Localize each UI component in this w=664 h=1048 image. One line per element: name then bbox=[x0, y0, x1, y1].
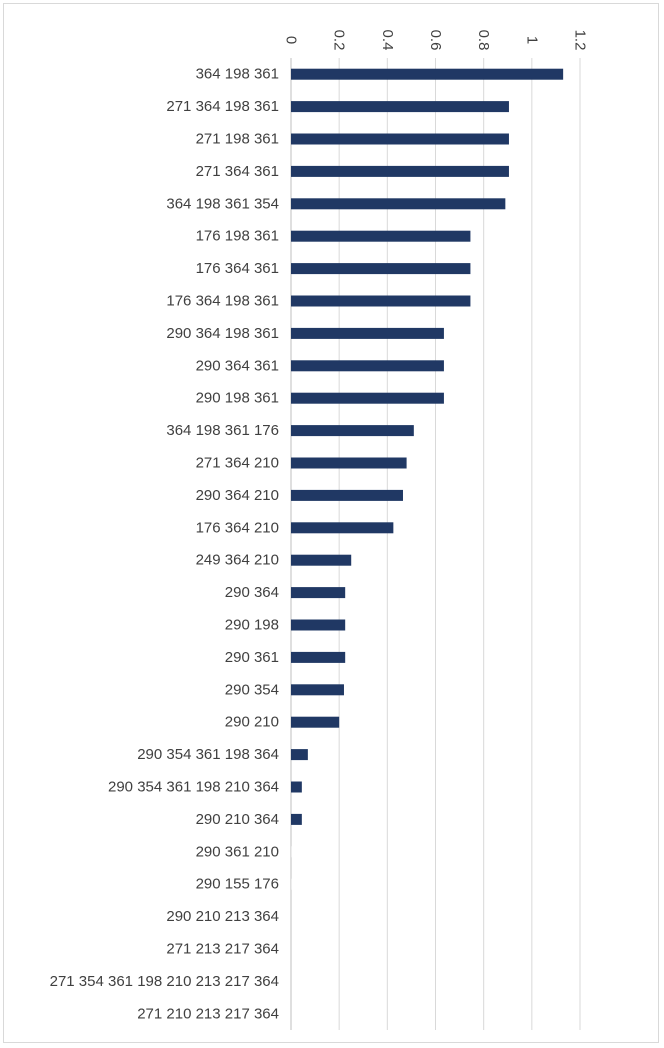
bar bbox=[291, 425, 414, 437]
category-label: 249 364 210 bbox=[196, 552, 279, 569]
x-tick-label: 0 bbox=[283, 36, 300, 44]
x-tick-label: 0.2 bbox=[331, 30, 348, 51]
category-label: 290 364 361 bbox=[196, 357, 279, 374]
bars bbox=[291, 68, 564, 890]
bar bbox=[291, 684, 344, 696]
category-label: 364 198 361 176 bbox=[166, 422, 279, 439]
bar bbox=[291, 263, 471, 275]
x-tick-label: 0.6 bbox=[427, 30, 444, 51]
category-label: 290 210 bbox=[225, 714, 279, 731]
category-label: 290 354 361 198 210 364 bbox=[108, 779, 279, 796]
bar bbox=[291, 651, 346, 663]
bar bbox=[291, 846, 292, 858]
bar bbox=[291, 101, 509, 113]
category-label: 271 354 361 198 210 213 217 364 bbox=[50, 973, 279, 990]
bar bbox=[291, 878, 292, 890]
category-label: 176 198 361 bbox=[196, 228, 279, 245]
category-label: 271 213 217 364 bbox=[166, 941, 279, 958]
category-label: 290 198 bbox=[225, 617, 279, 634]
bar bbox=[291, 716, 340, 728]
bar bbox=[291, 133, 509, 145]
category-label: 290 364 198 361 bbox=[166, 325, 279, 342]
category-label: 290 210 213 364 bbox=[166, 908, 279, 925]
bar bbox=[291, 198, 506, 210]
category-label: 176 364 210 bbox=[196, 519, 279, 536]
category-label: 290 354 361 198 364 bbox=[137, 746, 279, 763]
bar bbox=[291, 295, 471, 307]
x-tick-label: 0.8 bbox=[475, 30, 492, 51]
x-tick-label: 1 bbox=[523, 36, 540, 44]
bar bbox=[291, 360, 444, 372]
category-label: 290 361 210 bbox=[196, 843, 279, 860]
category-label: 290 364 bbox=[225, 584, 279, 601]
bar bbox=[291, 165, 509, 177]
category-label: 176 364 361 bbox=[196, 260, 279, 277]
gridlines bbox=[290, 58, 581, 1030]
x-tick-label: 1.2 bbox=[572, 30, 589, 51]
category-label: 290 155 176 bbox=[196, 876, 279, 893]
bar bbox=[291, 327, 444, 339]
category-labels: 364 198 361 271 364 198 361 271 198 361 271… bbox=[50, 66, 279, 1023]
value-axis-ticks: 0 0.2 0.4 0.6 0.8 1 1.2 bbox=[283, 30, 589, 51]
bar bbox=[291, 749, 308, 761]
x-tick-label: 0.4 bbox=[379, 30, 396, 51]
bar bbox=[291, 457, 407, 469]
category-label: 290 361 bbox=[225, 649, 279, 666]
bar bbox=[291, 68, 564, 80]
category-label: 364 198 361 bbox=[196, 66, 279, 83]
bar bbox=[291, 489, 403, 501]
category-label: 290 198 361 bbox=[196, 390, 279, 407]
bar bbox=[291, 392, 444, 404]
bar bbox=[291, 587, 346, 599]
category-label: 271 198 361 bbox=[196, 131, 279, 148]
category-label: 271 364 198 361 bbox=[166, 98, 279, 115]
bar bbox=[291, 813, 302, 825]
bar bbox=[291, 554, 352, 566]
category-label: 271 364 361 bbox=[196, 163, 279, 180]
category-label: 271 210 213 217 364 bbox=[137, 1005, 279, 1022]
category-label: 364 198 361 354 bbox=[166, 195, 279, 212]
bar bbox=[291, 522, 394, 534]
category-label: 271 364 210 bbox=[196, 455, 279, 472]
category-label: 290 354 bbox=[225, 681, 279, 698]
category-label: 176 364 198 361 bbox=[166, 293, 279, 310]
category-label: 290 210 364 bbox=[196, 811, 279, 828]
bar bbox=[291, 781, 302, 793]
bar bbox=[291, 230, 471, 242]
category-label: 290 364 210 bbox=[196, 487, 279, 504]
bar bbox=[291, 619, 346, 631]
